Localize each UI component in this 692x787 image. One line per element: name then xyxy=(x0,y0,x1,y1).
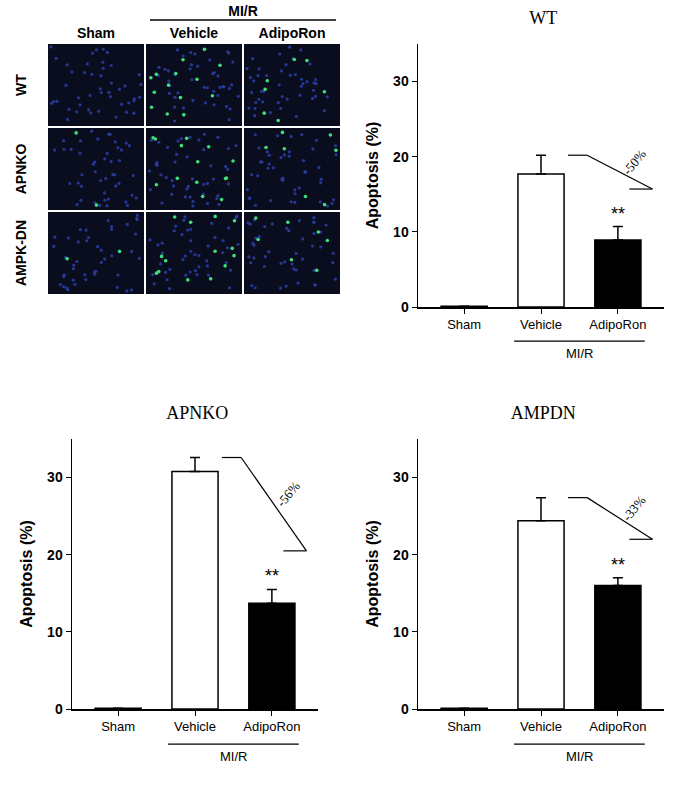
svg-text:Sham: Sham xyxy=(77,25,115,41)
svg-text:Apoptosis (%): Apoptosis (%) xyxy=(364,520,381,628)
svg-text:-33%: -33% xyxy=(619,493,649,524)
svg-text:20: 20 xyxy=(393,149,409,165)
svg-text:AMPK-DN: AMPK-DN xyxy=(13,220,29,286)
svg-text:Vehicle: Vehicle xyxy=(174,719,216,734)
svg-text:Apoptosis (%): Apoptosis (%) xyxy=(364,122,381,230)
svg-text:20: 20 xyxy=(47,547,63,563)
svg-text:Sham: Sham xyxy=(447,317,481,332)
svg-text:Vehicle: Vehicle xyxy=(170,25,218,41)
svg-text:Apoptosis (%): Apoptosis (%) xyxy=(18,520,35,628)
svg-text:AdipoRon: AdipoRon xyxy=(243,719,300,734)
svg-text:APNKO: APNKO xyxy=(13,144,29,195)
svg-text:WT: WT xyxy=(13,74,29,96)
svg-text:-50%: -50% xyxy=(619,146,649,177)
svg-text:0: 0 xyxy=(401,701,409,717)
svg-text:AdipoRon: AdipoRon xyxy=(589,719,646,734)
svg-text:MI/R: MI/R xyxy=(220,749,247,764)
svg-text:MI/R: MI/R xyxy=(566,749,593,764)
svg-text:**: ** xyxy=(611,555,625,575)
svg-text:WT: WT xyxy=(529,8,557,28)
svg-text:Sham: Sham xyxy=(447,719,481,734)
svg-text:**: ** xyxy=(265,566,279,586)
svg-text:AdipoRon: AdipoRon xyxy=(259,25,326,41)
svg-text:30: 30 xyxy=(393,469,409,485)
svg-text:APNKO: APNKO xyxy=(166,403,228,423)
svg-text:20: 20 xyxy=(393,547,409,563)
svg-text:AdipoRon: AdipoRon xyxy=(589,317,646,332)
svg-text:AMPDN: AMPDN xyxy=(511,403,576,423)
svg-text:0: 0 xyxy=(401,299,409,315)
svg-text:10: 10 xyxy=(393,624,409,640)
svg-text:Sham: Sham xyxy=(101,719,135,734)
svg-text:10: 10 xyxy=(47,624,63,640)
svg-text:0: 0 xyxy=(55,701,63,717)
svg-text:Vehicle: Vehicle xyxy=(520,719,562,734)
svg-text:30: 30 xyxy=(47,469,63,485)
svg-text:10: 10 xyxy=(393,224,409,240)
svg-text:**: ** xyxy=(611,204,625,224)
svg-text:MI/R: MI/R xyxy=(566,346,593,361)
svg-text:-56%: -56% xyxy=(273,478,303,509)
svg-text:MI/R: MI/R xyxy=(228,3,258,19)
svg-text:30: 30 xyxy=(393,73,409,89)
svg-text:Vehicle: Vehicle xyxy=(520,317,562,332)
